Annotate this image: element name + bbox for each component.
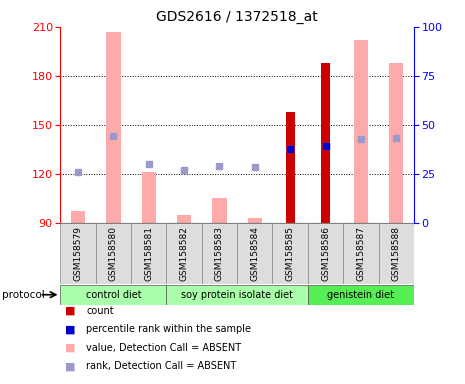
- FancyBboxPatch shape: [237, 223, 272, 284]
- Text: GSM158582: GSM158582: [179, 226, 189, 281]
- Text: ■: ■: [65, 361, 76, 371]
- Text: GSM158587: GSM158587: [356, 226, 365, 281]
- Text: ■: ■: [65, 343, 76, 353]
- Bar: [321, 63, 330, 223]
- Text: GSM158584: GSM158584: [250, 226, 259, 281]
- Bar: [286, 112, 295, 223]
- Text: count: count: [86, 306, 113, 316]
- Title: GDS2616 / 1372518_at: GDS2616 / 1372518_at: [156, 10, 318, 25]
- FancyBboxPatch shape: [60, 285, 166, 305]
- Bar: [354, 40, 368, 223]
- FancyBboxPatch shape: [379, 223, 414, 284]
- Text: rank, Detection Call = ABSENT: rank, Detection Call = ABSENT: [86, 361, 236, 371]
- FancyBboxPatch shape: [166, 285, 308, 305]
- Text: ■: ■: [65, 324, 76, 334]
- FancyBboxPatch shape: [131, 223, 166, 284]
- Text: GSM158580: GSM158580: [109, 226, 118, 281]
- Text: genistein diet: genistein diet: [327, 290, 394, 300]
- Bar: [71, 211, 85, 223]
- Text: GSM158583: GSM158583: [215, 226, 224, 281]
- FancyBboxPatch shape: [202, 223, 237, 284]
- FancyBboxPatch shape: [308, 285, 414, 305]
- Bar: [248, 218, 262, 223]
- Bar: [213, 198, 226, 223]
- Text: GSM158579: GSM158579: [73, 226, 83, 281]
- Text: GSM158588: GSM158588: [392, 226, 401, 281]
- FancyBboxPatch shape: [343, 223, 379, 284]
- Text: percentile rank within the sample: percentile rank within the sample: [86, 324, 251, 334]
- FancyBboxPatch shape: [308, 223, 343, 284]
- Text: value, Detection Call = ABSENT: value, Detection Call = ABSENT: [86, 343, 241, 353]
- Text: GSM158585: GSM158585: [286, 226, 295, 281]
- Text: ■: ■: [65, 306, 76, 316]
- Bar: [106, 32, 120, 223]
- FancyBboxPatch shape: [166, 223, 202, 284]
- FancyBboxPatch shape: [60, 223, 96, 284]
- FancyBboxPatch shape: [272, 223, 308, 284]
- Text: protocol: protocol: [2, 290, 45, 300]
- Bar: [389, 63, 403, 223]
- Text: soy protein isolate diet: soy protein isolate diet: [181, 290, 293, 300]
- Text: GSM158581: GSM158581: [144, 226, 153, 281]
- Text: control diet: control diet: [86, 290, 141, 300]
- FancyBboxPatch shape: [96, 223, 131, 284]
- Bar: [142, 172, 156, 223]
- Text: GSM158586: GSM158586: [321, 226, 330, 281]
- Bar: [177, 215, 191, 223]
